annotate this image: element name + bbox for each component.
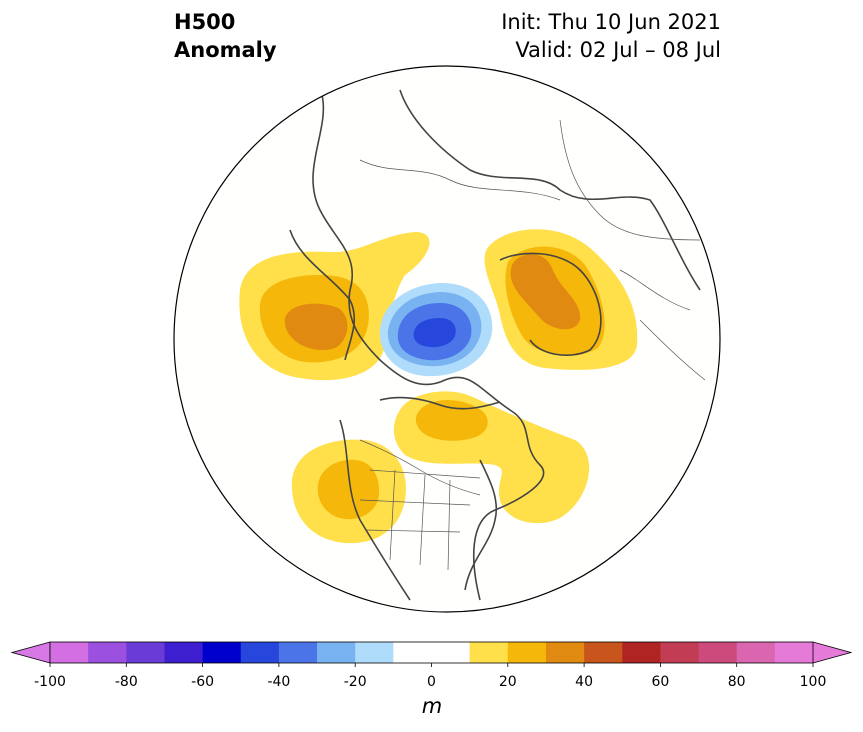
colorbar-segment — [584, 642, 623, 663]
country-borders — [359, 119, 706, 571]
colorbar-tick-label: 60 — [651, 674, 670, 690]
colorbar-tick-label: 80 — [727, 674, 746, 690]
colorbar-segment — [545, 642, 585, 663]
date-title: Init: Thu 10 Jun 2021 Valid: 02 Jul – 08… — [501, 8, 721, 64]
anomaly-negative-arctic — [379, 282, 493, 377]
field-title: H500 Anomaly — [174, 8, 277, 64]
colorbar-segment — [393, 642, 432, 663]
colorbar-segment — [431, 642, 471, 663]
colorbar — [10, 641, 853, 667]
colorbar-tick-label: 20 — [498, 674, 517, 690]
field-title-line1: H500 — [174, 10, 236, 34]
anomaly-positive-west-north-america — [291, 439, 406, 544]
colorbar-segment — [317, 642, 356, 663]
colorbar-tick-label: -100 — [34, 674, 66, 690]
colorbar-tick-label: 0 — [427, 674, 436, 690]
globe-outline — [173, 65, 721, 613]
colorbar-segment — [774, 642, 814, 663]
colorbar-tick-label: -20 — [343, 674, 367, 690]
colorbar-tick-label: -60 — [191, 674, 215, 690]
colorbar-segment — [622, 642, 661, 663]
colorbar-extend-max — [812, 641, 853, 664]
colorbar-segment — [660, 642, 700, 663]
field-title-line2: Anomaly — [174, 38, 277, 62]
colorbar-segment — [164, 642, 204, 663]
colorbar-segment — [469, 642, 509, 663]
colorbar-segment — [88, 642, 127, 663]
colorbar-tick-label: -40 — [267, 674, 291, 690]
colorbar-segment — [202, 642, 242, 663]
colorbar-segment — [736, 642, 776, 663]
polar-map — [173, 65, 721, 613]
valid-date-range: Valid: 02 Jul – 08 Jul — [515, 38, 721, 62]
colorbar-segment — [126, 642, 165, 663]
colorbar-unit-label: m — [421, 694, 443, 718]
colorbar-segment — [507, 642, 547, 663]
colorbar-segment — [240, 642, 280, 663]
init-date: Init: Thu 10 Jun 2021 — [501, 10, 721, 34]
colorbar-segment — [698, 642, 738, 663]
colorbar-extend-min — [10, 641, 51, 664]
colorbar-segment — [50, 642, 89, 663]
colorbar-segment — [278, 642, 318, 663]
colorbar-segment — [355, 642, 394, 663]
coastlines — [289, 89, 701, 601]
colorbar-tick-label: -80 — [114, 674, 138, 690]
colorbar-tick-label: 100 — [799, 674, 827, 690]
anomaly-positive-greenland-canada — [393, 391, 590, 524]
colorbar-tick-label: 40 — [575, 674, 594, 690]
